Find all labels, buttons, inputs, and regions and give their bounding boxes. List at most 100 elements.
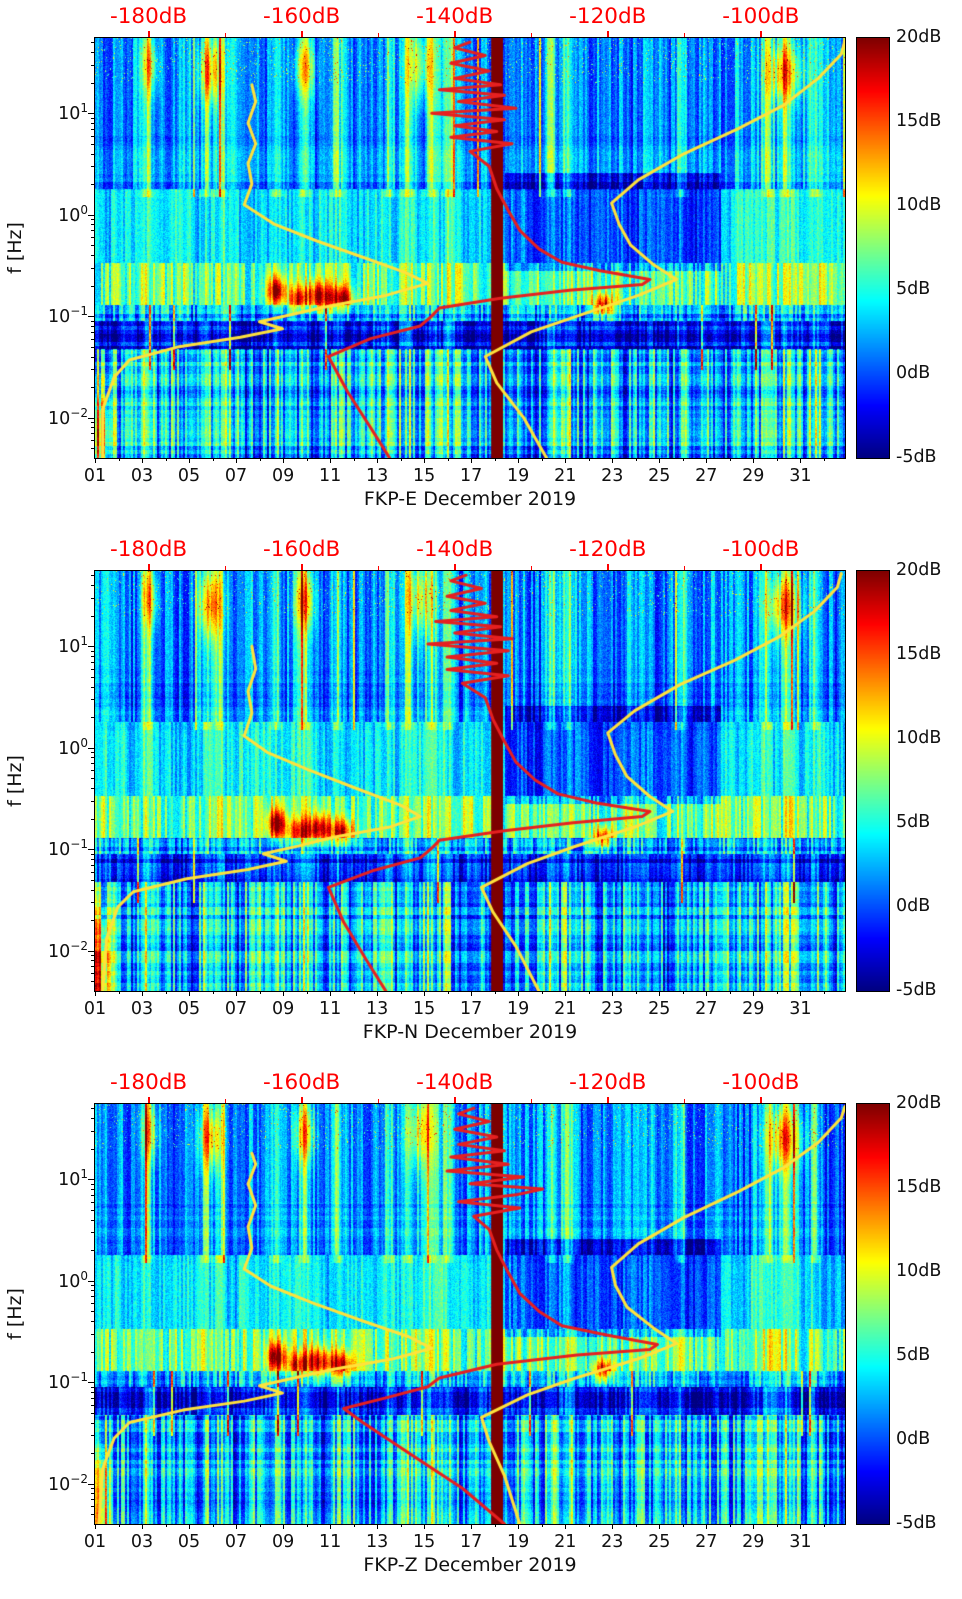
y-tick-mantissa: 10 bbox=[48, 839, 71, 860]
x-tick-mark bbox=[95, 1524, 96, 1529]
x-tick-mark bbox=[189, 458, 191, 463]
y-tick-mantissa: 10 bbox=[58, 738, 81, 759]
x-tick-label: 29 bbox=[742, 1532, 765, 1552]
y-minor-tick-mark bbox=[91, 1499, 95, 1501]
x-tick-label: 09 bbox=[271, 466, 295, 486]
y-minor-tick-mark bbox=[91, 955, 95, 957]
x-tick-mark bbox=[236, 991, 238, 996]
x-tick-label: 07 bbox=[224, 999, 248, 1019]
y-minor-tick-mark bbox=[91, 325, 95, 327]
y-minor-tick-mark bbox=[91, 1183, 95, 1185]
y-tick-mark bbox=[88, 113, 95, 115]
x-tick-label: 13 bbox=[365, 1532, 389, 1552]
y-tick-exponent: 0 bbox=[80, 735, 88, 750]
y-minor-tick-mark bbox=[91, 1303, 95, 1305]
y-tick-mantissa: 10 bbox=[58, 205, 81, 226]
x-minor-tick-mark bbox=[118, 1524, 120, 1527]
x-tick-mark bbox=[189, 1524, 191, 1529]
y-tick-mantissa: 10 bbox=[48, 408, 71, 429]
y-tick-label: 10−1 bbox=[28, 304, 88, 327]
colorbar-tick-label: 5dB bbox=[896, 812, 931, 832]
colorbar-canvas bbox=[857, 571, 889, 991]
x-tick-mark bbox=[706, 458, 708, 463]
x-tick-label: 03 bbox=[130, 1532, 154, 1552]
x-minor-tick-mark bbox=[447, 1524, 449, 1527]
y-minor-tick-mark bbox=[91, 668, 95, 670]
x-tick-mark bbox=[142, 991, 144, 996]
x-tick-label: 23 bbox=[601, 999, 624, 1019]
y-minor-tick-mark bbox=[91, 864, 95, 866]
top-axis-tick-label: -180dB bbox=[109, 537, 188, 562]
y-minor-tick-mark bbox=[91, 1108, 95, 1110]
x-tick-mark bbox=[800, 1524, 802, 1529]
y-minor-tick-mark bbox=[91, 1435, 95, 1437]
x-tick-mark bbox=[565, 458, 567, 463]
spectrogram-panel-1: f [Hz] -180dB -160dB -140dB -120dB -100dB 01 03… bbox=[0, 0, 962, 533]
x-tick-label: 17 bbox=[460, 466, 483, 486]
y-minor-tick-mark bbox=[91, 818, 95, 820]
x-axis-label: FKP-E December 2019 bbox=[363, 488, 577, 510]
y-tick-mantissa: 10 bbox=[58, 103, 81, 124]
y-minor-tick-mark bbox=[91, 219, 95, 221]
y-axis-label: f [Hz] bbox=[4, 755, 27, 807]
top-axis-tick-mark bbox=[453, 31, 456, 37]
x-minor-tick-mark bbox=[306, 1524, 308, 1527]
y-minor-tick-mark bbox=[91, 1219, 95, 1221]
y-minor-tick-mark bbox=[91, 82, 95, 84]
x-minor-tick-mark bbox=[682, 458, 684, 461]
x-minor-tick-mark bbox=[259, 991, 261, 994]
y-axis-label-wrap: f [Hz] bbox=[2, 38, 28, 458]
spectrogram-panel-3: f [Hz] -180dB -160dB -140dB -120dB -100dB 01 03… bbox=[0, 1066, 962, 1599]
top-axis-tick-mark bbox=[759, 1097, 762, 1103]
x-axis-label: FKP-Z December 2019 bbox=[363, 1554, 577, 1576]
y-minor-tick-mark bbox=[91, 1311, 95, 1313]
y-minor-tick-mark bbox=[91, 427, 95, 429]
x-tick-mark bbox=[283, 991, 285, 996]
y-minor-tick-mark bbox=[91, 871, 95, 873]
top-axis-tick-label: -160dB bbox=[263, 1070, 341, 1095]
y-minor-tick-mark bbox=[91, 64, 95, 66]
x-tick-mark bbox=[800, 991, 802, 996]
y-minor-tick-mark bbox=[91, 422, 95, 424]
x-minor-tick-mark bbox=[212, 991, 214, 994]
x-tick-label: 09 bbox=[271, 1532, 295, 1552]
x-tick-label: 29 bbox=[742, 999, 765, 1019]
x-tick-mark bbox=[377, 1524, 379, 1529]
y-minor-tick-mark bbox=[91, 166, 95, 168]
y-minor-tick-mark bbox=[91, 615, 95, 617]
y-minor-tick-mark bbox=[91, 338, 95, 340]
y-minor-tick-mark bbox=[91, 440, 95, 442]
x-tick-label: 11 bbox=[318, 466, 342, 486]
x-tick-mark bbox=[377, 458, 379, 463]
colorbar-tick-label: 15dB bbox=[896, 644, 942, 664]
y-tick-mark bbox=[88, 1483, 95, 1485]
top-axis-tick-label: -180dB bbox=[109, 4, 188, 29]
y-tick-mark bbox=[88, 214, 95, 216]
y-tick-exponent: 1 bbox=[80, 101, 88, 116]
x-minor-tick-mark bbox=[776, 458, 778, 461]
x-tick-mark bbox=[95, 991, 96, 996]
y-tick-mantissa: 10 bbox=[58, 1169, 81, 1190]
y-minor-tick-mark bbox=[91, 879, 95, 881]
spectrogram-plot bbox=[94, 1103, 846, 1525]
colorbar-canvas bbox=[857, 1104, 889, 1524]
y-minor-tick-mark bbox=[91, 245, 95, 247]
x-minor-tick-mark bbox=[729, 458, 731, 461]
top-axis-tick-mark bbox=[606, 564, 609, 570]
y-minor-tick-mark bbox=[91, 1188, 95, 1190]
y-tick-label: 10−2 bbox=[28, 406, 88, 429]
y-minor-tick-mark bbox=[91, 1391, 95, 1393]
x-minor-tick-mark bbox=[541, 991, 543, 994]
x-tick-label: 31 bbox=[789, 466, 812, 486]
y-minor-tick-mark bbox=[91, 1412, 95, 1414]
x-tick-label: 27 bbox=[695, 466, 718, 486]
y-minor-tick-mark bbox=[91, 1488, 95, 1490]
y-tick-label: 10−2 bbox=[28, 1472, 88, 1495]
y-minor-tick-mark bbox=[91, 1285, 95, 1287]
x-tick-label: 05 bbox=[177, 999, 201, 1019]
y-tick-exponent: −1 bbox=[70, 304, 88, 319]
y-tick-label: 100 bbox=[28, 203, 88, 226]
colorbar-canvas bbox=[857, 38, 889, 458]
x-tick-label: 19 bbox=[507, 466, 530, 486]
